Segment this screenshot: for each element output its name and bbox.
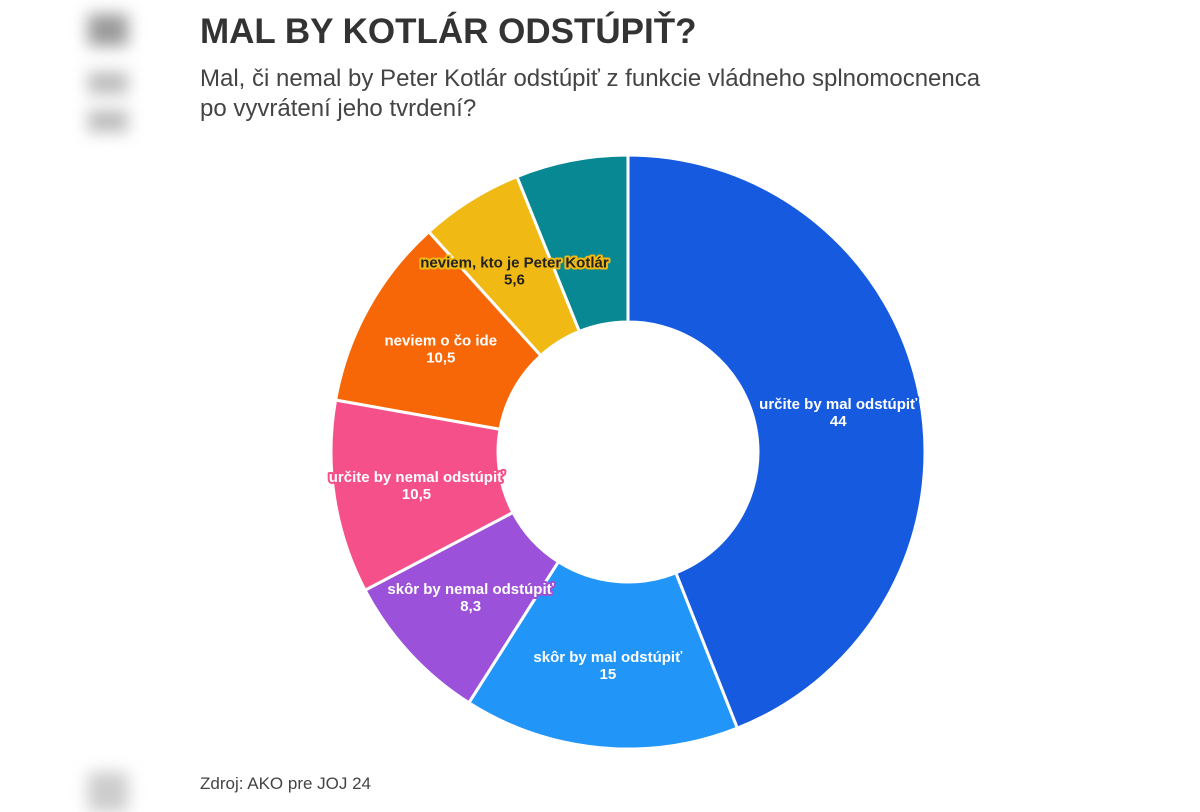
slice-value-label: 5,6 [504, 272, 525, 289]
slice-label: skôr by mal odstúpiť [533, 649, 683, 666]
slice-label: určite by mal odstúpiť [759, 396, 918, 413]
chart-source: Zdroj: AKO pre JOJ 24 [200, 774, 372, 793]
blurred-background-block [88, 110, 128, 132]
slice-value-label: 10,5 [402, 486, 431, 503]
slice-value-label: 44 [830, 413, 847, 430]
chart-subtitle: Mal, či nemal by Peter Kotlár odstúpiť z… [200, 65, 981, 122]
slice-label: skôr by nemal odstúpiť [387, 581, 554, 598]
donut-slice [515, 153, 630, 333]
slice-label: určite by nemal odstúpiť [329, 469, 505, 486]
slice-value-label: 8,3 [460, 598, 481, 615]
slice-value-label: 15 [600, 666, 617, 683]
slice-value-label: 10,5 [426, 349, 455, 366]
blurred-background-block [88, 72, 128, 94]
chart-title: MAL BY KOTLÁR ODSTÚPIŤ? [200, 12, 697, 51]
donut-slice [467, 560, 739, 751]
donut-slice [626, 153, 927, 730]
blurred-background-block [88, 14, 128, 46]
slice-label: neviem, kto je Peter Kotlár [420, 255, 609, 272]
slice-label: neviem o čo ide [385, 332, 498, 349]
